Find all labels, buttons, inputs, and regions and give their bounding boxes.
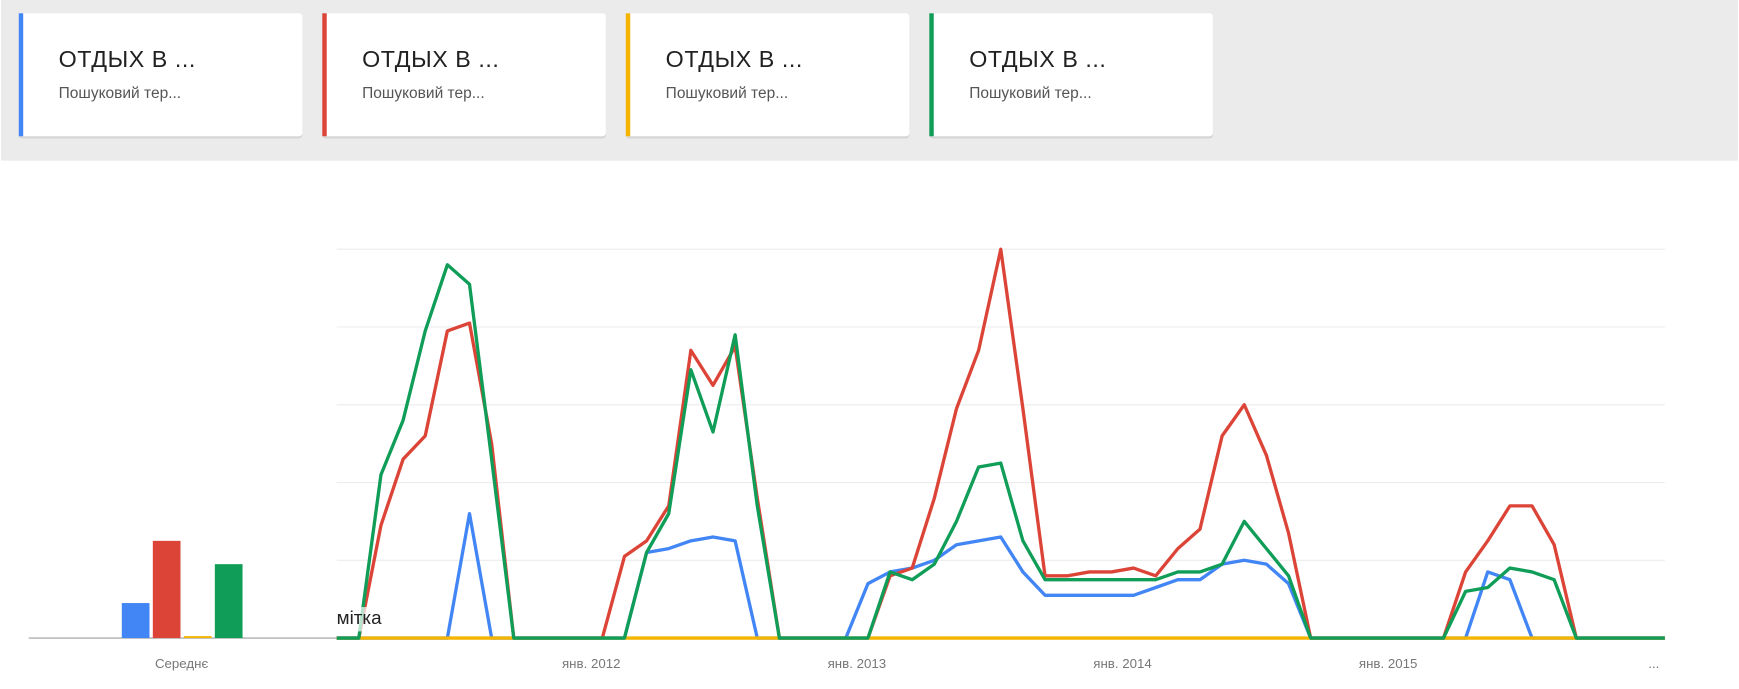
x-tick-label: янв. 2015 (1359, 656, 1418, 671)
average-bar (152, 540, 181, 639)
term-card[interactable]: ОТДЫХ В ... Пошуковий тер... (18, 13, 303, 139)
annotation-bg (336, 607, 393, 632)
card-body (322, 13, 606, 137)
card-title: ОТДЫХ В ... (59, 46, 196, 72)
card-color-stripe (929, 13, 934, 137)
card-subtitle: Пошуковий тер... (666, 85, 788, 102)
trend-line (336, 247, 1665, 640)
card-title: ОТДЫХ В ... (666, 46, 803, 72)
card-color-stripe (625, 13, 631, 137)
x-tick-label: янв. 2012 (562, 656, 621, 671)
term-card[interactable]: ОТДЫХ В ... Пошуковий тер... (322, 13, 606, 139)
card-body (625, 13, 910, 137)
card-color-stripe (322, 13, 327, 137)
x-tick-label: янв. 2013 (828, 656, 887, 671)
term-card[interactable]: ОТДЫХ В ... Пошуковий тер... (625, 13, 910, 139)
average-bar (183, 636, 212, 639)
average-bar (214, 564, 243, 639)
card-body (18, 13, 303, 137)
card-title: ОТДЫХ В ... (362, 46, 499, 72)
card-subtitle: Пошуковий тер... (362, 85, 484, 102)
x-tick-label: янв. 2014 (1093, 656, 1152, 671)
average-bar (121, 603, 150, 639)
card-subtitle: Пошуковий тер... (59, 85, 181, 102)
card-color-stripe (18, 13, 24, 137)
term-card[interactable]: ОТДЫХ В ... Пошуковий тер... (929, 13, 1213, 139)
trend-line (336, 263, 1665, 640)
x-tick-label: ... (1648, 656, 1659, 671)
card-body (929, 13, 1213, 137)
card-subtitle: Пошуковий тер... (969, 85, 1091, 102)
x-tick-label: Середнє (155, 656, 209, 671)
annotation: мітка (337, 607, 382, 628)
card-title: ОТДЫХ В ... (969, 46, 1106, 72)
